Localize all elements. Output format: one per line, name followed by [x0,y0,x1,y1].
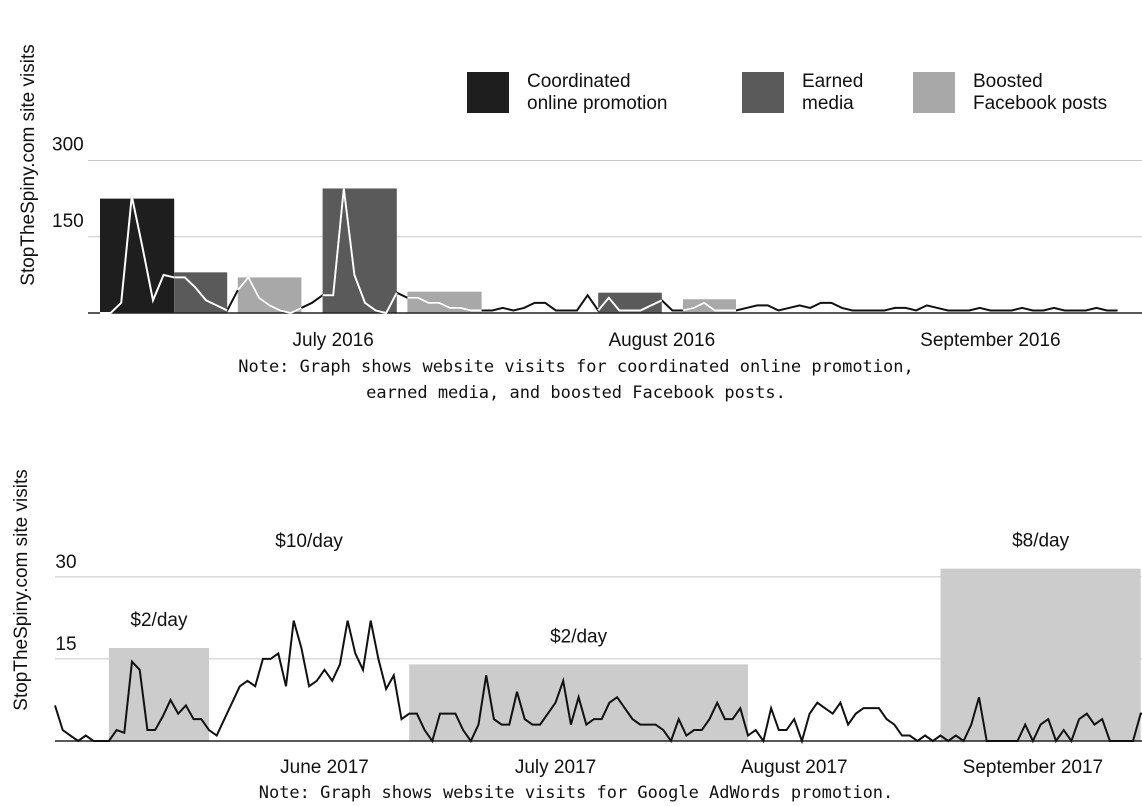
chart1-bar [322,188,397,313]
chart2-daily-visits-line [54,620,1142,745]
chart2-promotion-label: $2/day [130,610,188,631]
chart1-legend-label: Earned [802,71,863,92]
chart-1: StopTheSpiny.com site visits Coordinated… [18,44,1142,403]
chart1-x-ticks: July 2016 August 2016 September 2016 [293,330,1061,351]
chart1-line-over-bar [407,296,482,312]
chart1-legend-label: Facebook posts [973,93,1107,114]
chart2-y-axis-label: StopTheSpiny.com site visits [11,469,32,710]
chart1-y-tick-label: 300 [52,135,84,156]
chart1-y-ticks: 150 300 [52,135,84,232]
chart1-line-over-bar [237,275,302,315]
chart2-promotion-bar [108,647,209,741]
chart1-x-tick-label: July 2016 [293,330,374,351]
chart2-y-tick-label: 15 [55,634,76,655]
chart1-gridlines [88,160,1142,238]
chart1-legend-swatch [742,72,784,113]
chart1-x-tick-label: September 2016 [920,330,1061,351]
chart1-note-line: Note: Graph shows website visits for coo… [238,357,914,377]
chart2-note-line: Note: Graph shows website visits for Goo… [259,783,894,803]
chart1-line-over-bar [100,195,175,314]
chart2-x-ticks: June 2017 July 2017 August 2017 September 2… [280,757,1103,778]
chart2-x-tick-label: July 2017 [515,757,596,778]
chart1-bar [100,198,175,313]
chart1-y-tick-label: 150 [52,211,84,232]
chart2-promotion-bar [409,664,748,741]
chart1-note: Note: Graph shows website visits for coo… [238,357,914,403]
chart1-legend-label: Boosted [973,71,1043,92]
chart2-promotion-bar [940,568,1141,741]
chart2-promotion-periods: $2/day $10/day $2/day $8/day [108,531,1141,741]
chart1-legend-label: Coordinated [527,71,631,92]
chart1-line-over-bar [682,301,736,312]
chart1-bar [237,277,302,313]
chart1-line-over-bar [597,296,663,312]
chart1-legend-label: online promotion [527,93,667,114]
chart1-legend-swatch [913,72,955,113]
chart1-line-over-bar [174,276,228,312]
chart1-bars [100,188,736,313]
chart1-legend-swatch [467,72,509,113]
chart2-promotion-label: $2/day [550,626,608,647]
chart1-note-line: earned media, and boosted Facebook posts… [366,383,786,403]
chart1-legend-label: media [802,93,854,114]
chart2-promotion-label: $10/day [275,531,343,552]
chart2-y-tick-label: 30 [55,552,76,573]
chart2-x-tick-label: June 2017 [280,757,369,778]
chart2-x-tick-label: September 2017 [963,757,1104,778]
chart2-promotion-label: $8/day [1012,531,1070,552]
chart2-note: Note: Graph shows website visits for Goo… [259,783,894,803]
chart1-x-tick-label: August 2016 [608,330,715,351]
chart1-line-over-bar [322,188,398,315]
chart1-y-axis-label: StopTheSpiny.com site visits [18,44,39,285]
chart2-x-tick-label: August 2017 [741,757,848,778]
